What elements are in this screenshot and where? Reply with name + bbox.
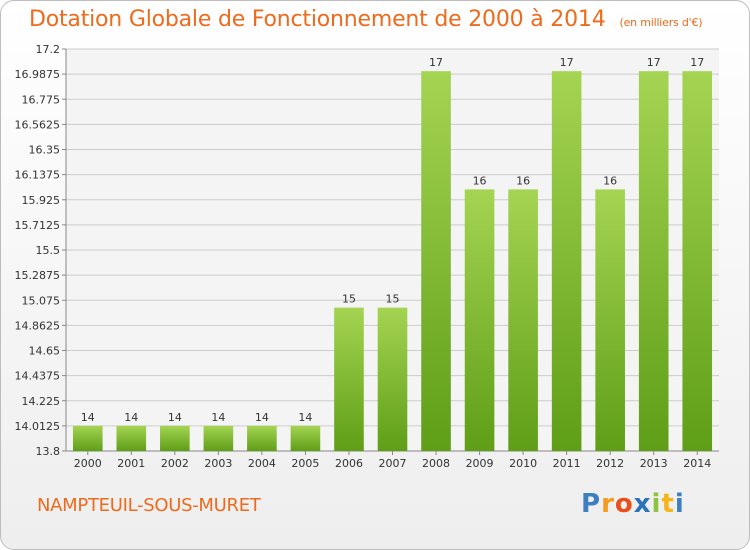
bar bbox=[508, 189, 538, 451]
bar bbox=[72, 425, 103, 451]
y-tick-label: 14.225 bbox=[22, 395, 61, 408]
bar bbox=[247, 425, 277, 451]
bar bbox=[638, 71, 669, 451]
y-tick-label: 15.5 bbox=[36, 244, 61, 257]
bar bbox=[160, 425, 190, 451]
y-tick-label: 15.925 bbox=[22, 194, 61, 207]
commune-name: NAMPTEUIL-SOUS-MURET bbox=[37, 495, 261, 516]
bar bbox=[290, 425, 321, 451]
y-tick-label: 14.8625 bbox=[15, 319, 61, 332]
logo-letter: i bbox=[674, 489, 685, 519]
bar-value-label: 14 bbox=[298, 411, 312, 424]
y-tick-label: 16.775 bbox=[22, 93, 61, 106]
x-tick-label: 2013 bbox=[640, 457, 668, 470]
y-tick-label: 15.7125 bbox=[15, 219, 61, 232]
bar-value-label: 17 bbox=[690, 56, 704, 69]
bar bbox=[595, 189, 625, 451]
y-tick-label: 17.2 bbox=[36, 43, 61, 56]
x-tick-label: 2001 bbox=[117, 457, 145, 470]
x-tick-label: 2005 bbox=[291, 457, 319, 470]
x-tick-label: 2004 bbox=[248, 457, 276, 470]
y-tick-label: 13.8 bbox=[36, 445, 61, 458]
bar bbox=[334, 307, 364, 451]
chart-title-text: Dotation Globale de Fonctionnement de 20… bbox=[29, 7, 606, 32]
bar-value-label: 14 bbox=[168, 411, 182, 424]
x-tick-label: 2010 bbox=[509, 457, 537, 470]
logo-letter: x bbox=[633, 489, 652, 519]
bar bbox=[551, 71, 582, 451]
bar-value-label: 14 bbox=[211, 411, 225, 424]
chart-unit: (en milliers d'€) bbox=[619, 16, 703, 29]
bar-value-label: 17 bbox=[429, 56, 443, 69]
x-tick-label: 2007 bbox=[379, 457, 407, 470]
proxiti-logo: Proxiti bbox=[581, 489, 685, 519]
x-tick-label: 2009 bbox=[466, 457, 494, 470]
logo-letter: P bbox=[581, 489, 602, 519]
bar bbox=[464, 189, 495, 451]
x-tick-label: 2012 bbox=[596, 457, 624, 470]
bar bbox=[203, 425, 234, 451]
logo-letter: o bbox=[614, 489, 634, 519]
bar bbox=[421, 71, 451, 451]
y-tick-label: 15.075 bbox=[22, 294, 61, 307]
bar-value-label: 17 bbox=[647, 56, 661, 69]
y-tick-label: 14.65 bbox=[29, 345, 61, 358]
y-tick-label: 16.5625 bbox=[15, 118, 61, 131]
y-tick-label: 16.9875 bbox=[15, 68, 61, 81]
x-tick-label: 2014 bbox=[683, 457, 711, 470]
bar-value-label: 14 bbox=[255, 411, 269, 424]
bar-value-label: 14 bbox=[124, 411, 138, 424]
y-tick-label: 16.35 bbox=[29, 144, 61, 157]
y-tick-label: 14.4375 bbox=[15, 370, 61, 383]
y-tick-label: 15.2875 bbox=[15, 269, 61, 282]
bar bbox=[682, 71, 713, 451]
chart-title: Dotation Globale de Fonctionnement de 20… bbox=[29, 7, 703, 32]
x-tick-label: 2002 bbox=[161, 457, 189, 470]
logo-letter: i bbox=[651, 489, 662, 519]
bar-value-label: 16 bbox=[473, 174, 487, 187]
bar-value-label: 16 bbox=[516, 174, 530, 187]
x-tick-label: 2008 bbox=[422, 457, 450, 470]
bar bbox=[377, 307, 408, 451]
y-tick-label: 16.1375 bbox=[15, 169, 61, 182]
x-tick-label: 2006 bbox=[335, 457, 363, 470]
bar bbox=[116, 425, 147, 451]
bar-value-label: 16 bbox=[603, 174, 617, 187]
x-tick-label: 2000 bbox=[74, 457, 102, 470]
bar-value-label: 17 bbox=[560, 56, 574, 69]
logo-letter: r bbox=[601, 489, 615, 519]
bar-value-label: 14 bbox=[81, 411, 95, 424]
x-tick-label: 2011 bbox=[553, 457, 581, 470]
bar-value-label: 15 bbox=[342, 293, 356, 306]
bar-value-label: 15 bbox=[386, 293, 400, 306]
x-tick-label: 2003 bbox=[204, 457, 232, 470]
logo-letter: t bbox=[661, 489, 675, 519]
y-tick-label: 14.0125 bbox=[15, 420, 61, 433]
